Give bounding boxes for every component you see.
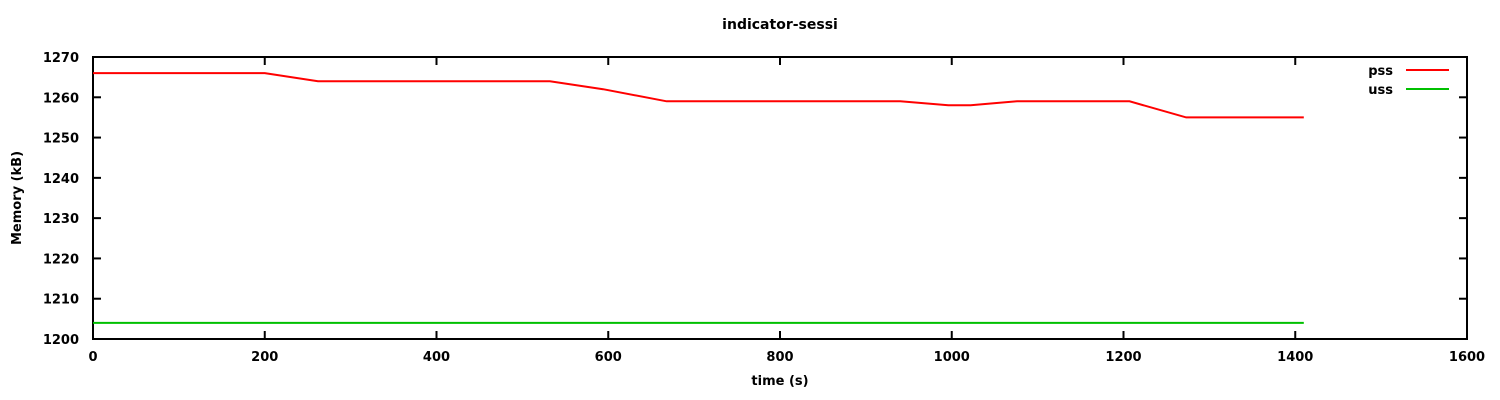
y-axis-label: Memory (kB) xyxy=(10,151,25,245)
y-tick-label: 1200 xyxy=(43,333,79,348)
x-tick-label: 0 xyxy=(88,350,97,365)
y-tick-label: 1270 xyxy=(43,51,79,66)
legend-label-pss: pss xyxy=(1368,64,1393,79)
series-line-pss xyxy=(93,72,1304,119)
legend-label-uss: uss xyxy=(1368,83,1393,98)
chart-title: indicator-sessi xyxy=(722,17,838,33)
y-tick-label: 1230 xyxy=(43,212,79,227)
y-tick-label: 1210 xyxy=(43,293,79,308)
y-tick-label: 1240 xyxy=(43,172,79,187)
x-tick-label: 1000 xyxy=(934,350,970,365)
plot-border xyxy=(92,56,1468,340)
x-tick-label: 1200 xyxy=(1105,350,1141,365)
x-tick-label: 1600 xyxy=(1449,350,1485,365)
x-tick-label: 800 xyxy=(766,350,793,365)
y-tick-label: 1260 xyxy=(43,91,79,106)
x-axis-label: time (s) xyxy=(751,374,809,389)
x-tick-label: 1400 xyxy=(1277,350,1313,365)
x-tick-label: 400 xyxy=(423,350,450,365)
x-tick-label: 200 xyxy=(251,350,278,365)
y-tick-label: 1220 xyxy=(43,252,79,267)
y-tick-label: 1250 xyxy=(43,132,79,147)
x-tick-label: 600 xyxy=(595,350,622,365)
